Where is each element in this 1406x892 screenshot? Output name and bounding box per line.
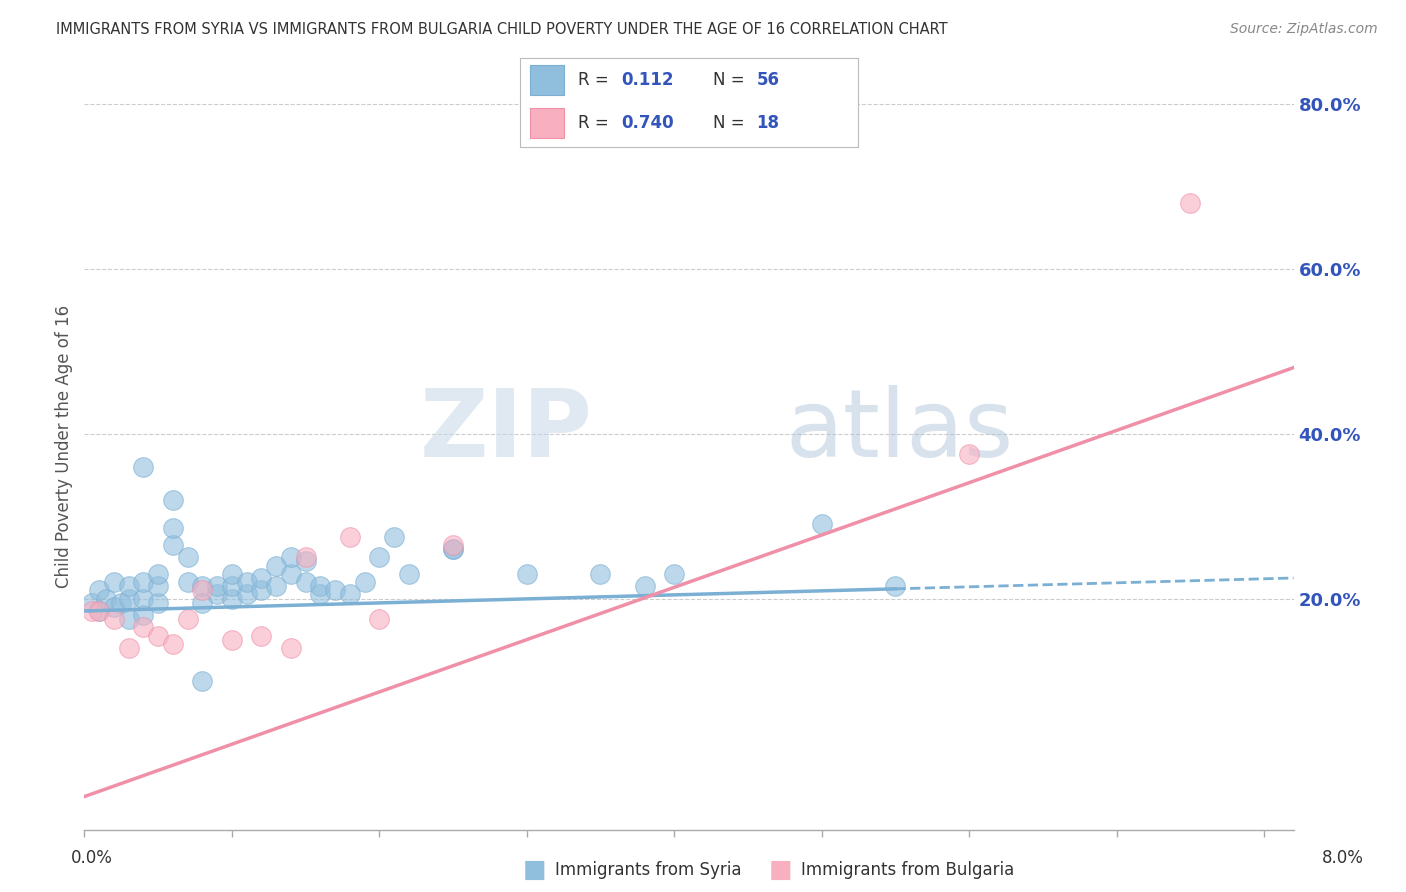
Text: 0.740: 0.740: [621, 114, 673, 132]
Point: [176, 550, 198, 565]
Point: [221, 566, 243, 581]
Y-axis label: Child Poverty Under the Age of 16: Child Poverty Under the Age of 16: [55, 304, 73, 588]
Point: [294, 575, 316, 590]
Point: [117, 579, 139, 593]
Point: [235, 587, 257, 601]
Point: [87, 604, 110, 618]
Point: [294, 550, 316, 565]
Point: [264, 579, 287, 593]
Point: [441, 542, 464, 557]
Point: [810, 517, 832, 532]
Point: [132, 591, 155, 606]
Point: [309, 579, 332, 593]
Text: IMMIGRANTS FROM SYRIA VS IMMIGRANTS FROM BULGARIA CHILD POVERTY UNDER THE AGE OF: IMMIGRANTS FROM SYRIA VS IMMIGRANTS FROM…: [56, 22, 948, 37]
Point: [96, 591, 118, 606]
Point: [132, 608, 155, 623]
Text: R =: R =: [578, 71, 613, 89]
Text: ■: ■: [523, 858, 546, 881]
Bar: [530, 65, 564, 95]
Point: [87, 604, 110, 618]
Point: [162, 637, 184, 651]
Point: [441, 542, 464, 557]
Point: [280, 641, 302, 656]
Point: [117, 612, 139, 626]
Point: [664, 566, 686, 581]
Point: [191, 583, 214, 598]
Point: [368, 612, 391, 626]
Point: [162, 538, 184, 552]
Text: R =: R =: [578, 114, 613, 132]
Point: [146, 579, 169, 593]
Point: [294, 554, 316, 568]
Point: [398, 566, 420, 581]
Point: [117, 591, 139, 606]
Point: [205, 587, 228, 601]
Point: [250, 571, 273, 585]
Point: [353, 575, 375, 590]
Point: [221, 579, 243, 593]
Text: Immigrants from Syria: Immigrants from Syria: [555, 861, 742, 879]
Point: [132, 459, 155, 474]
Point: [103, 599, 125, 614]
Point: [80, 604, 103, 618]
Point: [884, 579, 907, 593]
Point: [176, 575, 198, 590]
Point: [516, 566, 538, 581]
Point: [103, 612, 125, 626]
Point: [339, 530, 361, 544]
Point: [162, 492, 184, 507]
Text: Immigrants from Bulgaria: Immigrants from Bulgaria: [801, 861, 1015, 879]
Text: 0.112: 0.112: [621, 71, 673, 89]
Point: [80, 596, 103, 610]
Point: [280, 550, 302, 565]
Point: [441, 538, 464, 552]
Point: [176, 612, 198, 626]
Text: N =: N =: [713, 114, 749, 132]
Point: [146, 596, 169, 610]
Bar: [530, 108, 564, 138]
Text: N =: N =: [713, 71, 749, 89]
Point: [191, 579, 214, 593]
Point: [235, 575, 257, 590]
Point: [205, 579, 228, 593]
Point: [221, 591, 243, 606]
Text: ZIP: ZIP: [419, 384, 592, 476]
Point: [634, 579, 657, 593]
Point: [87, 583, 110, 598]
Text: atlas: atlas: [786, 384, 1014, 476]
Text: 0.0%: 0.0%: [70, 849, 112, 867]
Point: [1180, 195, 1202, 210]
Point: [146, 629, 169, 643]
Text: ■: ■: [769, 858, 792, 881]
Point: [146, 566, 169, 581]
Point: [339, 587, 361, 601]
Point: [957, 447, 980, 461]
Point: [264, 558, 287, 573]
Point: [368, 550, 391, 565]
Text: Source: ZipAtlas.com: Source: ZipAtlas.com: [1230, 22, 1378, 37]
Point: [250, 583, 273, 598]
Text: 8.0%: 8.0%: [1322, 849, 1364, 867]
Point: [309, 587, 332, 601]
Point: [117, 641, 139, 656]
Point: [323, 583, 346, 598]
Point: [280, 566, 302, 581]
Point: [162, 521, 184, 535]
Point: [382, 530, 405, 544]
Point: [132, 620, 155, 634]
Point: [191, 596, 214, 610]
Point: [132, 575, 155, 590]
Point: [221, 632, 243, 647]
Point: [191, 674, 214, 689]
Text: 18: 18: [756, 114, 779, 132]
Point: [110, 596, 132, 610]
Text: 56: 56: [756, 71, 779, 89]
Point: [103, 575, 125, 590]
Point: [589, 566, 612, 581]
Point: [250, 629, 273, 643]
